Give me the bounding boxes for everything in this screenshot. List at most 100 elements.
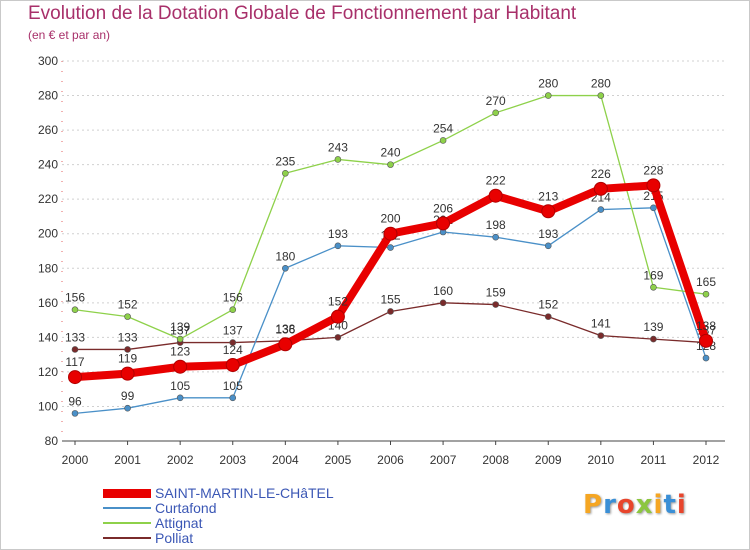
- x-tick-label: 2004: [272, 453, 299, 467]
- x-tick-label: 2001: [114, 453, 141, 467]
- data-label-saint-martin-le-ch-tel: 228: [643, 163, 663, 177]
- x-tick-label: 2009: [535, 453, 562, 467]
- data-label-attignat: 280: [538, 77, 558, 91]
- logo-letter: r: [603, 490, 617, 520]
- data-point-saint-martin-le-ch-tel: [173, 359, 188, 374]
- data-point-attignat: [597, 92, 605, 99]
- data-point-attignat: [387, 161, 394, 168]
- legend-swatch-curtafond: [103, 507, 151, 509]
- data-point-attignat: [124, 313, 131, 320]
- data-label-saint-martin-le-ch-tel: 117: [65, 355, 84, 369]
- x-tick-label: 2010: [587, 453, 614, 467]
- x-tick-label: 2008: [482, 453, 509, 467]
- x-tick-label: 2005: [325, 453, 352, 467]
- data-label-polliat: 152: [538, 298, 558, 312]
- legend-swatch-saint-martin: [103, 489, 151, 498]
- data-point-polliat: [544, 313, 552, 320]
- y-tick-label: 140: [38, 330, 58, 344]
- data-point-curtafond: [229, 394, 237, 402]
- data-label-saint-martin-le-ch-tel: 213: [538, 189, 558, 203]
- y-tick-label: 120: [38, 365, 58, 379]
- legend-label-polliat: Polliat: [155, 530, 194, 546]
- data-point-curtafond: [597, 206, 605, 213]
- data-label-curtafond: 193: [538, 227, 558, 241]
- data-point-polliat: [124, 346, 131, 353]
- data-point-polliat: [387, 308, 394, 315]
- legend-label-saint-martin: SAINT-MARTIN-LE-CHâTEL: [155, 485, 334, 501]
- data-label-attignat: 270: [486, 94, 506, 108]
- data-label-attignat: 280: [591, 77, 611, 91]
- data-point-polliat: [650, 335, 657, 343]
- data-label-attignat: 139: [170, 320, 190, 334]
- data-point-saint-martin-le-ch-tel: [488, 188, 503, 203]
- data-label-saint-martin-le-ch-tel: 152: [328, 295, 348, 309]
- data-point-saint-martin-le-ch-tel: [68, 370, 82, 385]
- logo-letter: o: [616, 490, 636, 520]
- data-label-polliat: 133: [118, 330, 138, 344]
- data-point-curtafond: [282, 264, 289, 272]
- x-tick-label: 2002: [167, 453, 194, 467]
- data-point-saint-martin-le-ch-tel: [593, 181, 608, 196]
- y-tick-label: 300: [38, 54, 58, 68]
- data-label-attignat: 243: [328, 140, 348, 154]
- data-label-saint-martin-le-ch-tel: 138: [696, 319, 716, 333]
- data-label-curtafond: 96: [68, 394, 82, 408]
- data-point-polliat: [71, 346, 79, 353]
- y-tick-label: 280: [38, 89, 58, 103]
- chart-subtitle: (en € et par an): [28, 28, 111, 42]
- data-point-curtafond: [544, 242, 552, 250]
- legend-swatch-attignat: [103, 522, 151, 524]
- x-tick-label: 2000: [62, 453, 89, 467]
- data-point-polliat: [439, 299, 447, 307]
- data-point-attignat: [176, 335, 184, 343]
- data-label-polliat: 159: [486, 286, 506, 300]
- proxiti-logo: Proxiti: [583, 490, 687, 520]
- data-point-attignat: [650, 283, 657, 291]
- data-point-curtafond: [334, 242, 342, 250]
- data-label-polliat: 155: [380, 292, 400, 306]
- data-label-attignat: 254: [433, 121, 453, 135]
- data-label-polliat: 137: [170, 324, 190, 338]
- x-tick-label: 2003: [219, 453, 246, 467]
- data-label-attignat: 156: [65, 291, 85, 305]
- y-tick-label: 220: [38, 192, 58, 206]
- data-label-saint-martin-le-ch-tel: 136: [275, 322, 295, 336]
- legend-label-attignat: Attignat: [155, 515, 203, 531]
- data-label-attignat: 152: [118, 298, 138, 312]
- data-label-polliat: 137: [223, 324, 243, 338]
- x-tick-label: 2006: [377, 453, 404, 467]
- data-point-curtafond: [492, 233, 499, 241]
- data-point-saint-martin-le-ch-tel: [646, 178, 661, 193]
- x-tick-label: 2011: [641, 453, 667, 467]
- logo-letter: i: [676, 490, 687, 520]
- data-label-curtafond: 105: [170, 379, 190, 393]
- data-point-curtafond: [71, 410, 79, 417]
- data-label-curtafond: 193: [328, 227, 348, 241]
- data-label-attignat: 235: [275, 154, 295, 168]
- data-label-saint-martin-le-ch-tel: 226: [591, 167, 611, 181]
- chart-title: Evolution de la Dotation Globale de Fonc…: [28, 3, 577, 24]
- data-point-attignat: [334, 156, 342, 163]
- data-point-saint-martin-le-ch-tel: [383, 226, 398, 241]
- data-label-attignat: 169: [643, 268, 663, 282]
- data-label-attignat: 165: [696, 275, 716, 289]
- y-tick-label: 240: [38, 158, 58, 172]
- y-tick-label: 100: [38, 399, 58, 413]
- data-label-polliat: 139: [643, 320, 663, 334]
- data-point-curtafond: [702, 354, 710, 362]
- data-point-saint-martin-le-ch-tel: [225, 358, 240, 372]
- plot-area: [62, 61, 725, 441]
- data-label-curtafond: 99: [121, 389, 135, 403]
- logo-letter: x: [635, 490, 654, 520]
- data-point-saint-martin-le-ch-tel: [120, 366, 135, 381]
- data-label-attignat: 156: [223, 291, 243, 305]
- data-label-attignat: 240: [380, 146, 400, 160]
- data-label-polliat: 160: [433, 284, 453, 298]
- logo-letter: i: [653, 490, 664, 520]
- data-point-polliat: [229, 339, 237, 346]
- data-point-attignat: [492, 109, 499, 117]
- y-tick-label: 80: [45, 434, 59, 448]
- data-point-curtafond: [650, 204, 657, 212]
- y-tick-label: 200: [38, 227, 58, 241]
